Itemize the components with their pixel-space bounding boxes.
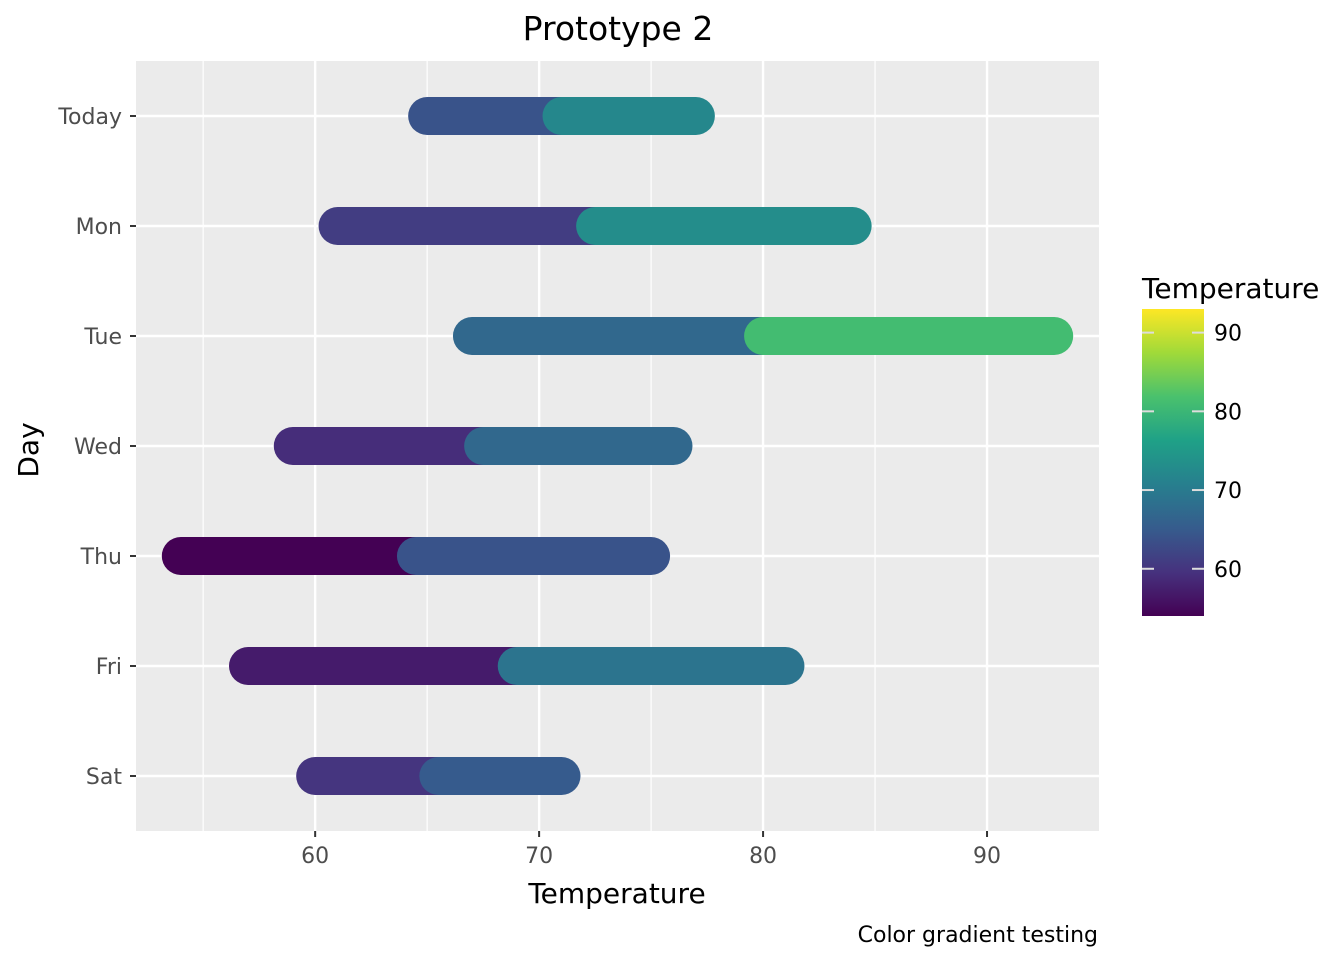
y-tick-label: Fri [96, 655, 122, 680]
y-tick-label: Thu [80, 545, 122, 570]
y-tick-label: Mon [76, 215, 122, 240]
x-tick-label: 90 [973, 844, 1001, 869]
caption: Color gradient testing [858, 923, 1098, 948]
x-tick-label: 70 [525, 844, 553, 869]
y-axis-title: Day [12, 422, 45, 477]
x-tick-label: 60 [301, 844, 329, 869]
bars [161, 97, 1074, 795]
y-tick-label: Today [57, 105, 122, 130]
legend-tick-label: 70 [1214, 479, 1242, 504]
legend-title: Temperature [1141, 272, 1319, 305]
legend-colorbar [1142, 309, 1204, 616]
x-tick-label: 80 [749, 844, 777, 869]
y-tick-label: Sat [86, 765, 122, 790]
legend-tick-label: 60 [1214, 558, 1242, 583]
legend: Temperature 60 70 80 90 [1141, 272, 1319, 616]
legend-tick-label: 90 [1214, 322, 1242, 347]
x-axis: 60 70 80 90 [301, 831, 1001, 869]
y-tick-label: Wed [74, 435, 122, 460]
legend-ticks: 60 70 80 90 [1142, 322, 1242, 583]
chart-title: Prototype 2 [523, 9, 714, 48]
legend-tick-label: 80 [1214, 400, 1242, 425]
x-axis-title: Temperature [527, 877, 705, 910]
y-axis: Today Mon Tue Wed Thu Fri Sat [57, 105, 136, 790]
y-tick-label: Tue [83, 325, 122, 350]
